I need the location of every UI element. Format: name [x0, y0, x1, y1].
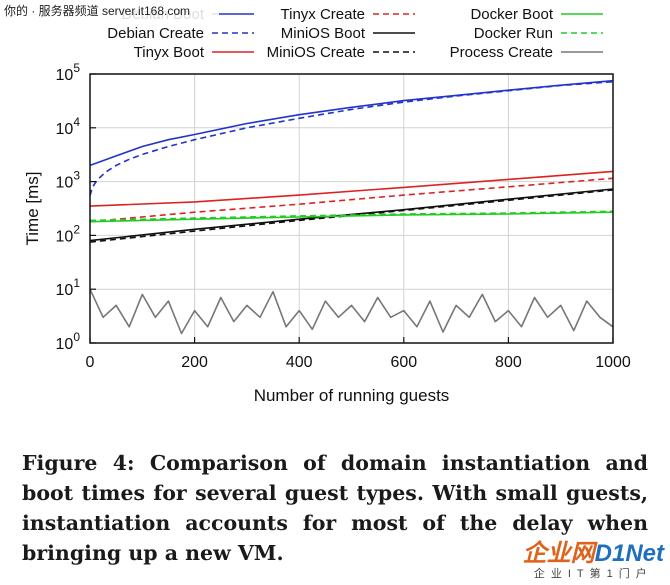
watermark-logo-main: 企业网D1Net [523, 540, 664, 568]
y-tick-base: 10 [56, 228, 74, 245]
watermark-logo-main-a: 企业网 [522, 540, 595, 567]
legend-label-process-create: Process Create [450, 44, 553, 61]
series-layer [89, 79, 614, 335]
x-tick-label: 600 [390, 354, 417, 371]
watermark-top: 你的 · 服务器频道 server.it168.com [0, 0, 219, 22]
x-tick-label: 1000 [595, 354, 631, 371]
y-tick-label: 105 [56, 61, 81, 84]
x-tick-label: 400 [286, 354, 313, 371]
y-tick-exp: 2 [73, 222, 80, 236]
y-tick-label: 100 [56, 330, 81, 353]
y-tick-label: 104 [56, 115, 81, 138]
y-tick-label: 101 [56, 276, 81, 299]
y-tick-base: 10 [56, 336, 74, 353]
y-tick-exp: 0 [73, 330, 80, 344]
y-tick-exp: 4 [73, 115, 80, 129]
series-line-tinyx-create [89, 177, 614, 223]
y-tick-base: 10 [56, 67, 74, 84]
y-tick-exp: 1 [73, 276, 80, 290]
y-tick-base: 10 [56, 175, 74, 192]
x-tick-label: 200 [181, 354, 208, 371]
y-tick-exp: 3 [73, 169, 80, 183]
watermark-logo-sub: 企业IT第1门户 [533, 568, 653, 580]
series-line-process-create [89, 288, 614, 335]
legend-label-minios-boot: MiniOS Boot [281, 25, 366, 42]
x-tick-label: 0 [86, 354, 95, 371]
y-axis-label: Time [ms] [23, 172, 42, 246]
series-line-debian-boot [89, 79, 614, 167]
series-line-docker-boot [89, 211, 614, 223]
y-tick-base: 10 [56, 121, 74, 138]
series-line-docker-run [89, 210, 614, 222]
plot-frame [89, 73, 614, 344]
y-tick-base: 10 [56, 282, 74, 299]
x-tick-label: 800 [495, 354, 522, 371]
y-tick-label: 103 [56, 169, 81, 192]
legend-label-debian-create: Debian Create [107, 25, 204, 42]
figure-caption: Figure 4: Comparison of domain instantia… [22, 451, 648, 565]
legend-label-docker-run: Docker Run [474, 25, 553, 42]
y-tick-exp: 5 [73, 61, 80, 75]
series-line-debian-create [89, 80, 614, 196]
x-axis-label: Number of running guests [254, 386, 450, 405]
y-tick-label: 102 [56, 222, 81, 245]
series-line-tinyx-boot [89, 170, 614, 207]
watermark-logo-main-b: D1Net [594, 540, 664, 567]
watermark-logo: 企业网D1Net 企业IT第1门户 [523, 540, 664, 581]
legend-label-docker-boot: Docker Boot [470, 6, 553, 23]
legend-label-tinyx-boot: Tinyx Boot [134, 44, 205, 61]
legend-label-tinyx-create: Tinyx Create [281, 6, 365, 23]
x-ticks: 0 200 400 600 800 1000 [86, 337, 631, 371]
legend-label-minios-create: MiniOS Create [267, 44, 365, 61]
